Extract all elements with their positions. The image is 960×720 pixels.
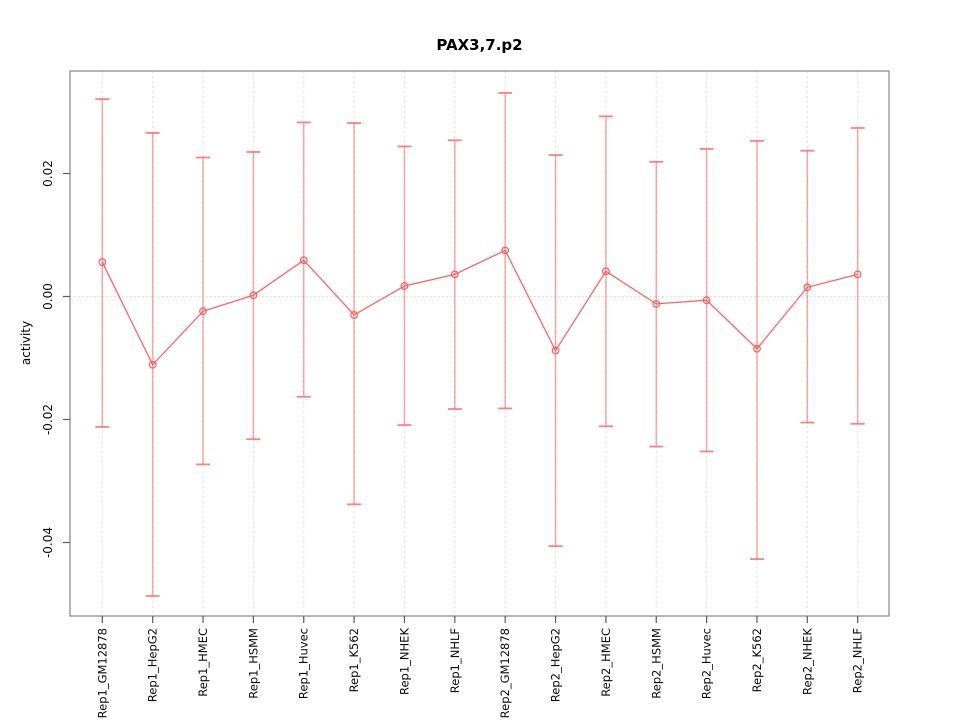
x-category-label: Rep1_Huvec bbox=[297, 628, 311, 699]
data-point bbox=[602, 267, 610, 276]
x-category-label: Rep1_NHLF bbox=[448, 628, 462, 693]
x-category-label: Rep2_GM12878 bbox=[498, 628, 512, 718]
data-point bbox=[199, 307, 207, 316]
data-point bbox=[853, 270, 862, 279]
data-point bbox=[400, 282, 409, 290]
x-category-label: Rep1_HepG2 bbox=[146, 628, 160, 702]
data-points bbox=[98, 246, 862, 369]
plot-box bbox=[69, 70, 890, 617]
chart-title: PAX3,7.p2 bbox=[436, 36, 523, 54]
data-point bbox=[350, 311, 359, 319]
x-category-label: Rep1_GM12878 bbox=[95, 628, 109, 718]
x-category-label: Rep2_K562 bbox=[750, 628, 764, 692]
data-point bbox=[299, 256, 308, 265]
data-point bbox=[803, 283, 812, 292]
x-category-label: Rep2_NHEK bbox=[800, 628, 814, 695]
data-point bbox=[450, 270, 459, 279]
data-point bbox=[148, 360, 157, 369]
data-point bbox=[753, 344, 761, 353]
axes: 0.02 0.00 -0.02 -0.04 Rep1_GM12878 Rep1_HepG2… bbox=[41, 70, 890, 718]
y-tick-label: -0.02 bbox=[41, 404, 55, 435]
error-bars bbox=[95, 92, 865, 597]
x-category-label: Rep1_HSMM bbox=[246, 628, 260, 699]
data-point bbox=[249, 291, 258, 300]
y-tick-label: 0.02 bbox=[41, 160, 55, 187]
x-category-label: Rep2_HSMM bbox=[649, 628, 663, 699]
x-category-label: Rep1_K562 bbox=[347, 628, 361, 692]
data-point bbox=[551, 346, 560, 355]
x-category-label: Rep2_Huvec bbox=[700, 628, 714, 699]
data-point bbox=[652, 299, 661, 308]
x-category-label: Rep2_HMEC bbox=[599, 628, 613, 697]
data-point bbox=[702, 296, 711, 305]
data-point bbox=[98, 258, 107, 266]
data-point bbox=[501, 246, 510, 255]
x-category-label: Rep1_NHEK bbox=[397, 628, 411, 695]
x-category-label: Rep2_HepG2 bbox=[549, 628, 563, 702]
y-tick-label: 0.00 bbox=[41, 283, 55, 310]
y-tick-label: -0.04 bbox=[41, 527, 55, 558]
series-line bbox=[101, 249, 858, 366]
data-line bbox=[101, 249, 858, 366]
x-category-label: Rep1_HMEC bbox=[196, 628, 210, 697]
x-category-label: Rep2_NHLF bbox=[851, 628, 865, 693]
gridlines bbox=[70, 71, 889, 616]
